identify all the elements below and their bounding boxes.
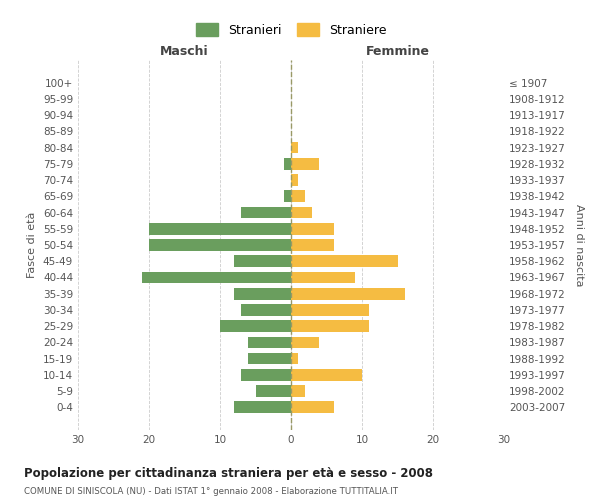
Bar [256,386,291,397]
Bar [291,158,319,170]
Bar [291,288,404,300]
Bar [291,142,298,154]
Bar [220,320,291,332]
Bar [142,272,291,283]
Bar [291,239,334,251]
Bar [241,369,291,380]
Bar [291,336,319,348]
Bar [248,353,291,364]
Bar [291,223,334,234]
Bar [291,206,313,218]
Text: Maschi: Maschi [160,46,209,59]
Legend: Stranieri, Straniere: Stranieri, Straniere [191,18,392,42]
Bar [291,272,355,283]
Bar [291,353,298,364]
Text: Femmine: Femmine [365,46,430,59]
Bar [241,304,291,316]
Bar [291,369,362,380]
Bar [149,223,291,234]
Bar [291,320,369,332]
Bar [234,256,291,267]
Bar [234,288,291,300]
Bar [291,386,305,397]
Y-axis label: Anni di nascita: Anni di nascita [574,204,584,286]
Bar [284,190,291,202]
Text: Popolazione per cittadinanza straniera per età e sesso - 2008: Popolazione per cittadinanza straniera p… [24,468,433,480]
Bar [291,304,369,316]
Bar [291,190,305,202]
Bar [234,402,291,413]
Text: COMUNE DI SINISCOLA (NU) - Dati ISTAT 1° gennaio 2008 - Elaborazione TUTTITALIA.: COMUNE DI SINISCOLA (NU) - Dati ISTAT 1°… [24,488,398,496]
Bar [291,174,298,186]
Bar [241,206,291,218]
Bar [149,239,291,251]
Bar [284,158,291,170]
Bar [291,256,398,267]
Bar [248,336,291,348]
Bar [291,402,334,413]
Y-axis label: Fasce di età: Fasce di età [28,212,37,278]
